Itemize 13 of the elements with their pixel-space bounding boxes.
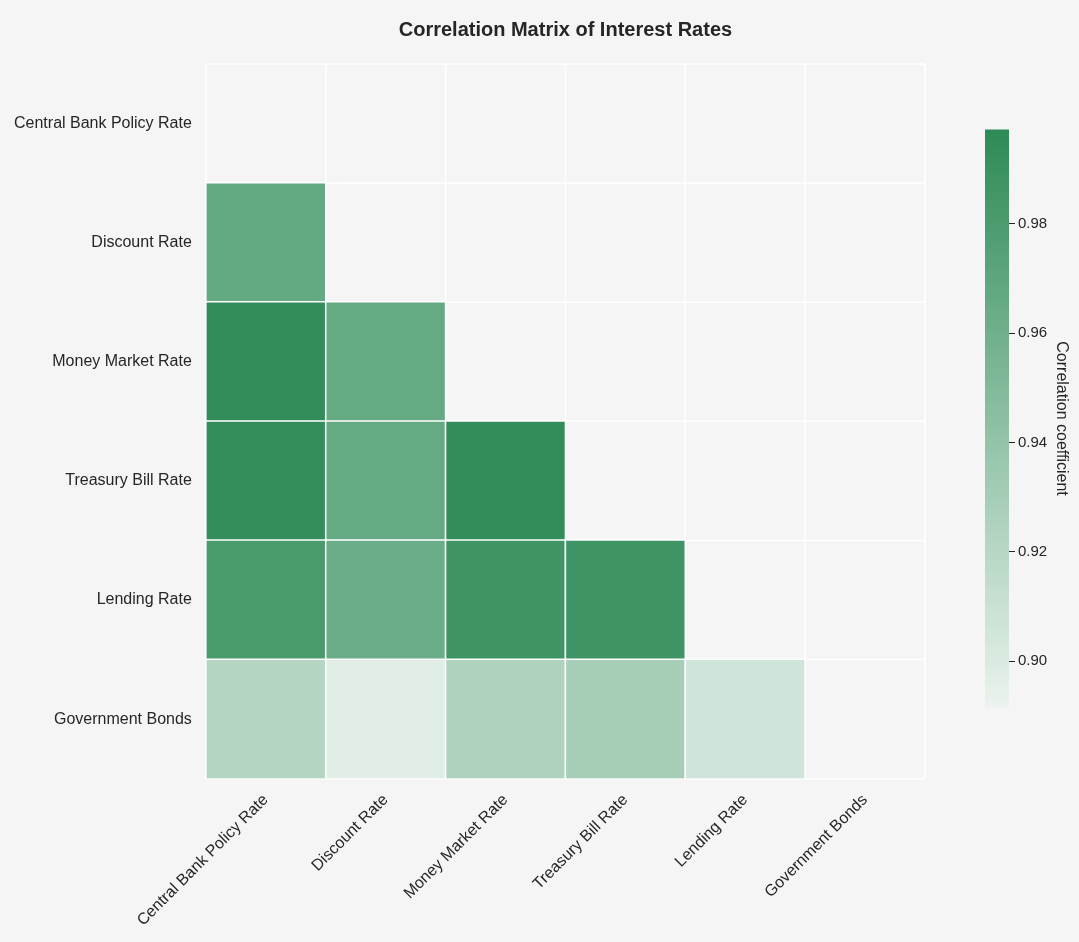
color-bar-label: 0.98 [1018, 214, 1048, 232]
y-tick-label: Discount Rate [91, 233, 192, 251]
color-bar-label: 0.96 [1018, 323, 1048, 341]
y-tick-label: Government Bonds [54, 709, 192, 727]
y-tick-label: Central Bank Policy Rate [14, 113, 192, 131]
color-bar-label: 0.92 [1018, 541, 1048, 559]
y-tick-label: Money Market Rate [52, 352, 192, 370]
color-bar-label: 0.94 [1018, 432, 1048, 450]
y-tick-label: Lending Rate [96, 590, 192, 608]
color-bar-title: Correlation coefficient [1053, 341, 1071, 497]
color-bar-label: 0.90 [1018, 651, 1048, 669]
y-tick-label: Treasury Bill Rate [65, 471, 192, 489]
chart-title: Correlation Matrix of Interest Rates [398, 17, 733, 40]
